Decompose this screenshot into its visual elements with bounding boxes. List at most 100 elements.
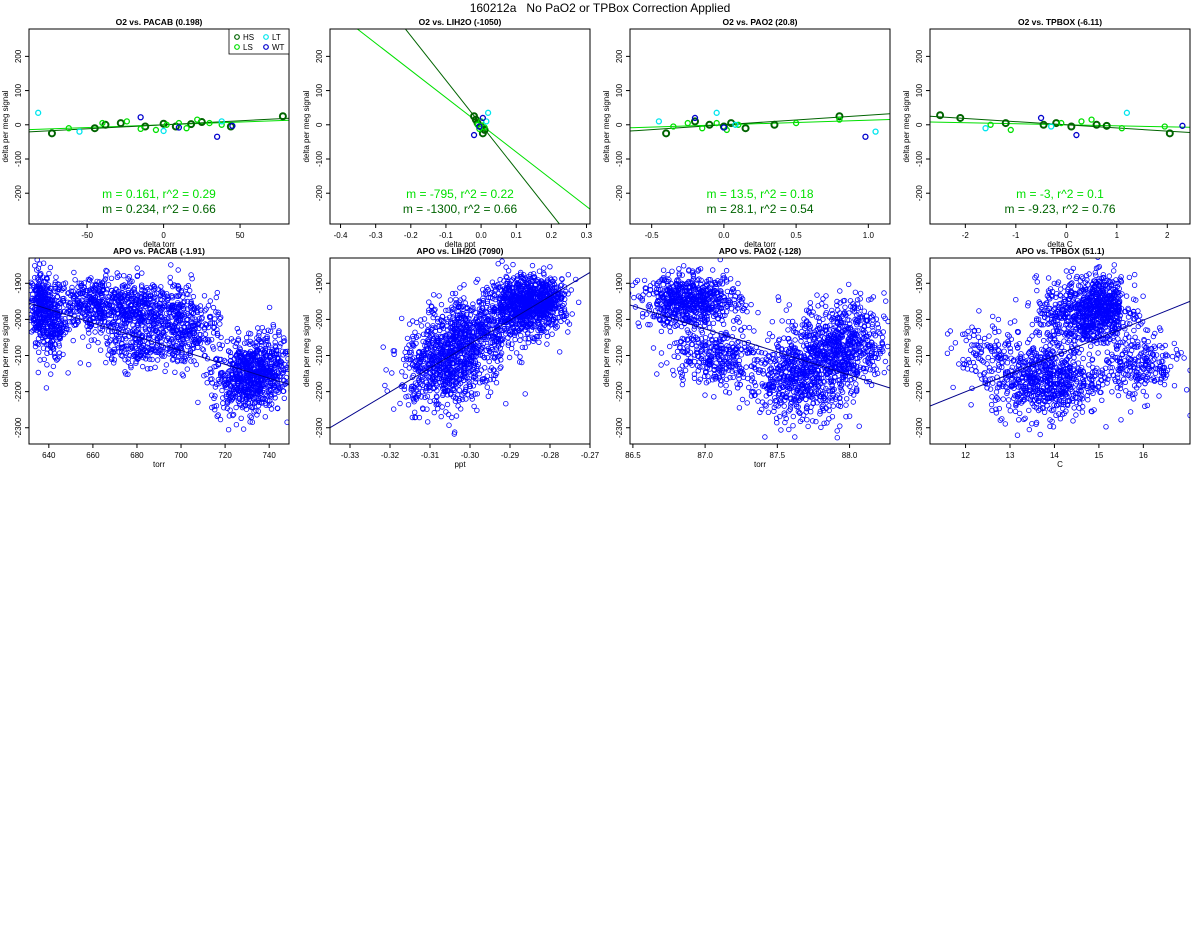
- data-point: [209, 404, 215, 411]
- data-point: [530, 277, 536, 283]
- data-point: [434, 401, 440, 407]
- data-point: [202, 308, 208, 314]
- data-point: [194, 116, 201, 123]
- data-point: [479, 353, 486, 359]
- data-point: [466, 378, 472, 385]
- data-point: [549, 331, 555, 337]
- data-point: [125, 371, 131, 377]
- data-point: [529, 262, 536, 269]
- data-point: [191, 305, 198, 312]
- data-point: [104, 341, 111, 348]
- data-point: [469, 336, 475, 342]
- data-point: [251, 376, 258, 383]
- data-point: [44, 337, 50, 343]
- data-point: [275, 382, 281, 389]
- data-point: [527, 282, 534, 289]
- data-point: [108, 275, 115, 281]
- data-point: [138, 352, 144, 359]
- data-point: [243, 334, 250, 341]
- x-tick-label: -0.31: [421, 451, 440, 460]
- data-point: [246, 330, 252, 336]
- data-point: [125, 283, 131, 289]
- data-point: [149, 343, 155, 349]
- data-point: [390, 348, 396, 354]
- data-point: [163, 121, 170, 128]
- plot-area: [930, 109, 1190, 139]
- data-point: [440, 384, 446, 390]
- data-point: [444, 359, 450, 366]
- data-point: [211, 324, 218, 330]
- data-point: [33, 340, 39, 346]
- data-point: [445, 411, 452, 418]
- x-tick-label: 640: [42, 451, 56, 460]
- data-point: [520, 294, 526, 300]
- data-point: [424, 343, 430, 349]
- data-point: [238, 415, 244, 421]
- data-point: [97, 347, 104, 353]
- data-point: [486, 318, 492, 324]
- data-point: [67, 319, 73, 325]
- data-point: [29, 298, 30, 303]
- data-point: [449, 335, 456, 341]
- data-point: [214, 289, 220, 296]
- x-tick-label: 680: [130, 451, 144, 460]
- data-point: [541, 303, 547, 309]
- data-point: [504, 325, 510, 332]
- data-point: [170, 350, 176, 356]
- data-point: [405, 393, 411, 399]
- data-point: [526, 288, 533, 295]
- data-point: [227, 358, 234, 364]
- data-point: [410, 342, 416, 349]
- data-point: [137, 114, 144, 121]
- data-point: [55, 316, 61, 322]
- data-point: [126, 352, 132, 359]
- data-point: [41, 356, 47, 363]
- data-point: [36, 286, 42, 292]
- data-point: [426, 342, 433, 348]
- data-point: [453, 346, 459, 353]
- data-point: [254, 383, 260, 389]
- data-point: [44, 283, 51, 290]
- data-point: [720, 124, 728, 131]
- data-point: [143, 314, 149, 320]
- data-point: [1078, 118, 1085, 125]
- data-point: [517, 337, 523, 343]
- data-point: [178, 320, 185, 326]
- data-point: [195, 399, 201, 406]
- x-tick-label: 0.0: [718, 231, 730, 240]
- data-point: [33, 319, 39, 325]
- data-point: [217, 321, 223, 327]
- data-point: [148, 346, 154, 352]
- data-point: [558, 307, 565, 313]
- data-point: [164, 347, 170, 353]
- data-point: [496, 296, 502, 302]
- y-tick-label: 100: [315, 83, 324, 97]
- fit-label: m = -795, r^2 = 0.22: [406, 187, 514, 201]
- data-point: [517, 359, 523, 365]
- data-point: [456, 387, 463, 393]
- data-point: [956, 113, 965, 122]
- data-point: [403, 394, 409, 400]
- data-point: [531, 274, 537, 280]
- data-point: [265, 327, 271, 333]
- data-point: [453, 413, 460, 419]
- data-point: [133, 299, 139, 306]
- data-point: [117, 325, 123, 331]
- point-cluster: [507, 262, 582, 347]
- data-point: [180, 358, 186, 364]
- data-point: [487, 376, 493, 383]
- data-point: [47, 264, 54, 271]
- data-point: [131, 318, 138, 324]
- data-point: [525, 340, 531, 346]
- data-point: [86, 317, 92, 323]
- data-point: [255, 376, 261, 382]
- data-point: [100, 287, 106, 293]
- x-tick-label: -0.5: [645, 231, 659, 240]
- data-point: [32, 286, 38, 292]
- data-point: [142, 325, 149, 331]
- data-point: [65, 303, 72, 309]
- data-point: [523, 317, 529, 323]
- data-point: [39, 329, 46, 335]
- data-point: [568, 287, 574, 293]
- data-point: [103, 302, 110, 308]
